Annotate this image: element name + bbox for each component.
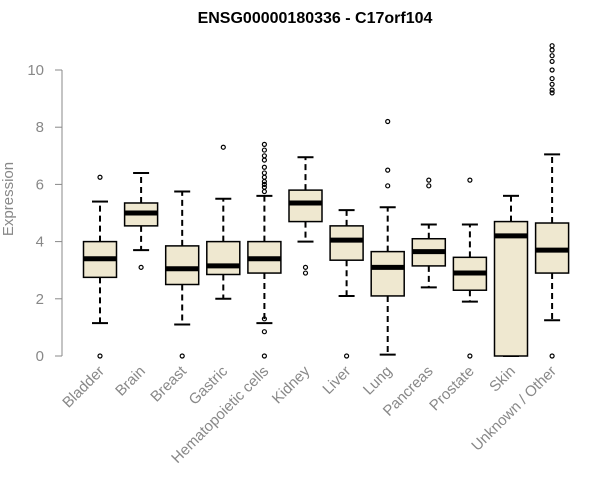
outlier-point — [549, 90, 555, 96]
y-tick-label: 10 — [27, 62, 44, 79]
outlier-point — [261, 153, 267, 159]
outlier-point — [426, 177, 432, 183]
x-tick-label: Skin — [486, 363, 519, 396]
outlier-point — [467, 177, 473, 183]
outlier-point — [97, 174, 103, 180]
outlier-point — [261, 188, 267, 195]
chart-title: ENSG00000180336 - C17orf104 — [198, 10, 433, 27]
iqr-box — [329, 225, 364, 261]
y-tick-label: 8 — [36, 119, 44, 136]
iqr-box — [493, 220, 529, 357]
y-tick-label: 0 — [36, 348, 44, 365]
outlier-point — [261, 147, 267, 153]
outlier-point — [179, 353, 185, 359]
outlier-point — [385, 167, 391, 173]
outlier-point — [261, 181, 267, 187]
outlier-point — [549, 353, 555, 359]
x-tick-label: Breast — [147, 362, 190, 405]
iqr-box — [164, 245, 200, 286]
box-pancreas — [411, 177, 447, 289]
x-tick-label: Brain — [112, 363, 149, 400]
outlier-point — [261, 170, 267, 176]
outlier-point — [549, 53, 555, 59]
outlier-point — [549, 58, 555, 65]
y-tick-label: 2 — [36, 291, 44, 308]
x-tick-label: Kidney — [269, 362, 314, 407]
outlier-point — [302, 264, 309, 270]
outlier-point — [261, 157, 267, 163]
y-axis: 0 2 4 6 8 10 — [27, 62, 63, 365]
box-breast — [164, 190, 200, 359]
outlier-point — [549, 67, 555, 73]
box-unknown-other — [534, 43, 570, 359]
x-tick-label: Lung — [360, 363, 396, 399]
outlier-point — [138, 264, 144, 270]
outlier-point — [549, 81, 555, 87]
y-tick-label: 4 — [36, 234, 44, 251]
outlier-point — [261, 174, 267, 180]
outlier-point — [549, 43, 555, 49]
iqr-box — [370, 250, 405, 297]
outlier-point — [426, 183, 432, 189]
outlier-point — [220, 144, 226, 150]
outlier-point — [261, 329, 267, 335]
boxes — [82, 43, 570, 359]
iqr-box — [288, 189, 323, 223]
outlier-point — [467, 353, 473, 359]
outlier-point — [385, 183, 391, 189]
outlier-point — [344, 353, 350, 359]
iqr-box — [206, 240, 241, 276]
outlier-point — [549, 47, 555, 53]
box-skin — [493, 194, 529, 357]
outlier-point — [302, 270, 309, 276]
outlier-point — [261, 353, 267, 359]
outlier-point — [385, 118, 391, 125]
y-tick-label: 6 — [36, 176, 44, 193]
outlier-point — [261, 316, 267, 322]
box-lung — [370, 118, 405, 356]
box-gastric — [206, 144, 241, 300]
x-tick-label: Liver — [319, 363, 354, 398]
box-hematopoietic-cells — [247, 141, 282, 359]
x-tick-label: Prostate — [426, 363, 478, 415]
box-kidney — [288, 156, 323, 276]
outlier-point — [261, 184, 267, 190]
outlier-point — [97, 353, 103, 359]
box-bladder — [82, 174, 118, 359]
x-tick-label: Bladder — [59, 363, 108, 412]
y-axis-label: Expression — [0, 162, 17, 236]
outlier-point — [261, 164, 267, 170]
box-liver — [329, 209, 364, 359]
outlier-point — [261, 141, 267, 147]
box-prostate — [452, 177, 488, 359]
box-brain — [123, 171, 159, 270]
outlier-point — [549, 75, 555, 82]
outlier-point — [549, 87, 555, 93]
